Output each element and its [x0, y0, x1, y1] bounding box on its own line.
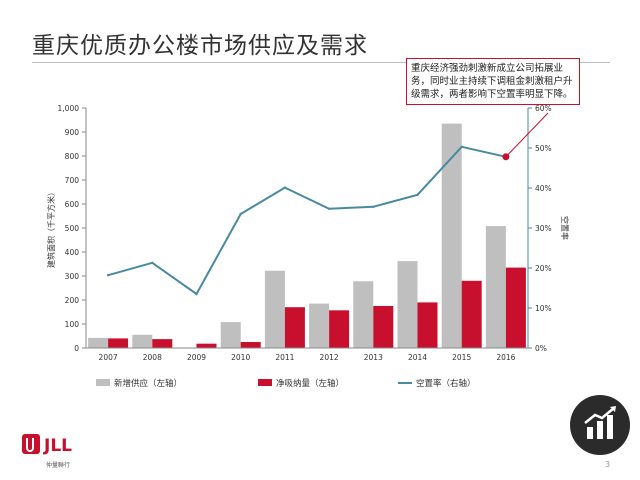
y-tick-label: 500	[65, 224, 80, 233]
highlight-point	[502, 153, 510, 161]
bar-absorption	[240, 342, 261, 348]
vacancy-point	[195, 292, 198, 296]
x-tick-label: 2010	[231, 353, 250, 362]
x-tick-label: 2013	[364, 353, 383, 362]
legend-swatch	[258, 379, 272, 386]
bar-supply	[309, 303, 330, 348]
y-tick-label: 400	[65, 248, 80, 257]
y2-tick-label: 0%	[535, 344, 547, 353]
bar-supply	[88, 337, 109, 348]
bar-absorption	[505, 267, 526, 348]
bar-absorption	[329, 310, 350, 348]
y2-tick-label: 50%	[535, 144, 552, 153]
bar-absorption	[108, 338, 129, 348]
bar-chart-growth-icon	[570, 395, 630, 455]
jll-logo: JLL	[22, 434, 72, 456]
bar-supply	[264, 270, 285, 348]
x-tick-label: 2012	[320, 353, 339, 362]
y2-tick-label: 40%	[535, 184, 552, 193]
y-tick-label: 1,000	[58, 104, 80, 113]
callout-leader	[505, 112, 549, 158]
y2-tick-label: 60%	[535, 104, 552, 113]
vacancy-point	[283, 186, 287, 189]
legend-label: 空置率（右轴）	[416, 378, 476, 389]
x-tick-label: 2014	[408, 353, 427, 362]
y-tick-label: 100	[65, 320, 80, 329]
bar-absorption	[417, 302, 438, 348]
x-tick-label: 2007	[99, 353, 118, 362]
y-tick-label: 300	[65, 272, 80, 281]
legend-swatch	[96, 379, 110, 386]
bar-absorption	[373, 306, 394, 348]
y-tick-label: 700	[65, 176, 80, 185]
vacancy-point	[416, 193, 419, 196]
x-tick-label: 2009	[187, 353, 206, 362]
legend-label: 新增供应（左轴）	[114, 378, 182, 389]
bar-absorption	[196, 343, 217, 348]
vacancy-point	[106, 274, 110, 277]
y2-tick-label: 20%	[535, 264, 552, 273]
page-title: 重庆优质办公楼市场供应及需求	[32, 33, 368, 59]
y2-axis-title: 空置率	[560, 216, 570, 240]
y2-tick-label: 10%	[535, 304, 552, 313]
page-number: 3	[605, 460, 611, 469]
y-tick-label: 800	[65, 152, 80, 161]
logo-subtext: 仲量聯行	[46, 462, 71, 469]
vacancy-point	[327, 207, 331, 210]
y2-tick-label: 30%	[535, 224, 552, 233]
vacancy-point	[239, 212, 242, 216]
x-tick-label: 2016	[496, 353, 515, 362]
vacancy-point	[460, 145, 463, 148]
bar-absorption	[152, 339, 173, 348]
x-tick-label: 2015	[452, 353, 471, 362]
x-tick-label: 2008	[143, 353, 162, 362]
vacancy-point	[151, 261, 154, 264]
bar-supply	[132, 334, 153, 348]
bar-supply	[441, 123, 462, 348]
svg-text:JLL: JLL	[43, 436, 72, 456]
y-axis-title: 建筑面积（千平方米）	[46, 188, 56, 268]
bar-supply	[397, 261, 418, 348]
bar-supply	[220, 322, 241, 348]
legend-label: 净吸纳量（左轴）	[276, 378, 344, 389]
title-divider	[32, 62, 610, 63]
bar-supply	[353, 281, 374, 348]
vacancy-point	[372, 205, 375, 208]
bar-absorption	[284, 307, 305, 348]
vacancy-line	[107, 145, 507, 296]
x-tick-label: 2011	[275, 353, 294, 362]
y-tick-label: 900	[65, 128, 80, 137]
annotation-callout: 重庆经济强劲刺激新成立公司拓展业务，同时业主持续下调租金刺激租户升级需求，两者影…	[406, 58, 580, 105]
y-tick-label: 600	[65, 200, 80, 209]
bar-absorption	[461, 280, 482, 348]
bar-supply	[485, 226, 506, 348]
y-tick-label: 200	[65, 296, 80, 305]
y-tick-label: 0	[74, 344, 79, 353]
